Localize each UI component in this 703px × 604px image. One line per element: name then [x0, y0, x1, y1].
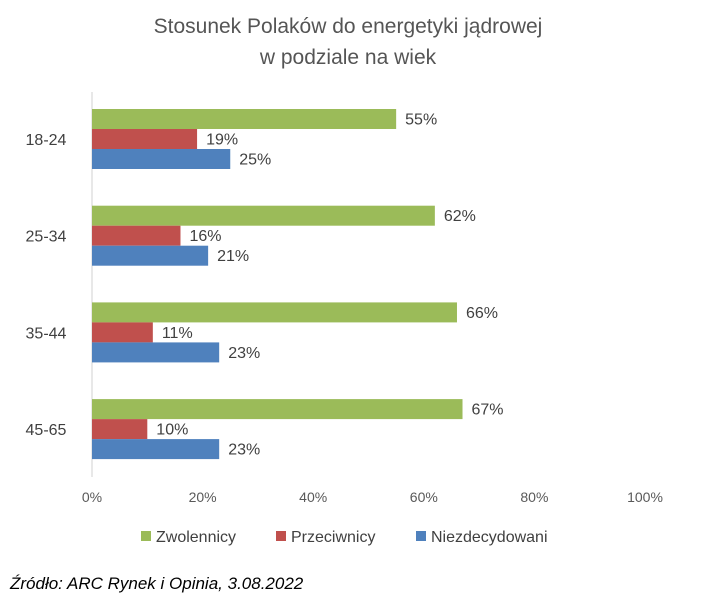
category-label-18-24: 18-24 — [26, 132, 67, 149]
bar-niezdecydowani-18-24 — [92, 149, 231, 169]
legend-label-przeciwnicy: Przeciwnicy — [291, 529, 375, 546]
x-tick-label: 100% — [627, 489, 663, 505]
data-label-przeciwnicy-35-44: 11% — [162, 325, 193, 342]
bar-przeciwnicy-35-44 — [92, 322, 153, 343]
bar-zwolennicy-35-44 — [92, 302, 457, 323]
bar-zwolennicy-18-24 — [92, 109, 397, 129]
category-label-25-34: 25-34 — [26, 229, 67, 246]
legend-swatch-niezdecydowani — [416, 531, 426, 541]
data-label-zwolennicy-45-65: 67% — [472, 402, 504, 419]
x-axis-ticks: 0% 20% 40% 60% 80% 100% — [82, 489, 663, 505]
bar-niezdecydowani-45-65 — [92, 439, 220, 460]
bar-zwolennicy-25-34 — [92, 205, 435, 226]
data-label-zwolennicy-25-34: 62% — [444, 208, 476, 225]
data-label-niezdecydowani-45-65: 23% — [228, 442, 260, 459]
bar-niezdecydowani-35-44 — [92, 342, 220, 363]
data-label-przeciwnicy-25-34: 16% — [189, 228, 221, 245]
x-tick-label: 60% — [410, 489, 438, 505]
category-label-35-44: 35-44 — [26, 325, 67, 342]
x-tick-label: 20% — [189, 489, 217, 505]
chart-title-line2: w podziale na wiek — [259, 46, 437, 69]
category-label-45-65: 45-65 — [26, 422, 67, 439]
chart-title-line1: Stosunek Polaków do energetyki jądrowej — [154, 15, 543, 38]
bars-group: 18-24 55% 19%25% 25-34 62% 16% 21% 35-44 66% 11% 2… — [26, 109, 504, 460]
data-label-przeciwnicy-45-65: 10% — [156, 422, 188, 439]
data-label-niezdecydowani-18-24: 25% — [239, 152, 271, 169]
x-tick-label: 0% — [82, 489, 102, 505]
data-label-niezdecydowani-25-34: 21% — [217, 248, 249, 265]
bar-przeciwnicy-45-65 — [92, 419, 148, 440]
legend-swatch-zwolennicy — [141, 531, 151, 541]
legend: Zwolennicy Przeciwnicy Niezdecydowani — [141, 529, 548, 546]
data-label-przeciwnicy-18-24: 19% — [206, 132, 238, 149]
bar-przeciwnicy-25-34 — [92, 225, 181, 246]
source-note: Źródło: ARC Rynek i Opinia, 3.08.2022 — [10, 574, 304, 593]
bar-przeciwnicy-18-24 — [92, 129, 198, 149]
data-label-niezdecydowani-35-44: 23% — [228, 345, 260, 362]
x-tick-label: 40% — [299, 489, 327, 505]
bar-zwolennicy-45-65 — [92, 399, 463, 420]
legend-label-zwolennicy: Zwolennicy — [156, 529, 236, 546]
bar-niezdecydowani-25-34 — [92, 245, 209, 266]
data-label-zwolennicy-35-44: 66% — [466, 305, 498, 322]
data-label-zwolennicy-18-24: 55% — [405, 112, 437, 129]
x-tick-label: 80% — [520, 489, 548, 505]
legend-label-niezdecydowani: Niezdecydowani — [431, 529, 548, 546]
legend-swatch-przeciwnicy — [276, 531, 286, 541]
